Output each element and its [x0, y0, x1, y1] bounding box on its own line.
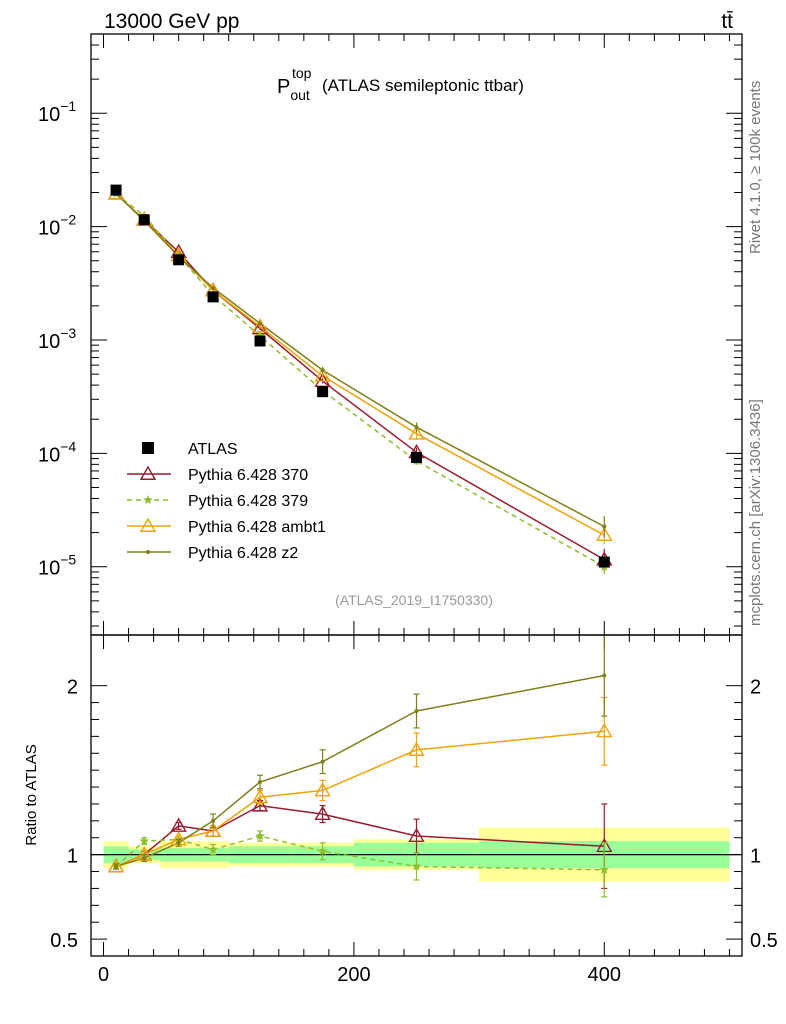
ratio-point-3-1	[142, 856, 147, 861]
legend-label-2: Pythia 6.428 ambt1	[188, 519, 326, 536]
ratio-line-series-1	[115, 835, 605, 871]
ratio-point-2-3	[204, 822, 222, 837]
main-point-2-7	[596, 526, 613, 542]
title-sup: top	[292, 65, 312, 81]
tick-labels: 0 200 400 10−1 10−2 10−3 10−4 10−5 0.5 0.5 1 1 2 2	[38, 98, 778, 986]
main-point-3-6	[414, 425, 419, 430]
x-tick-label-200: 200	[337, 964, 370, 986]
main-line-series-1	[115, 193, 605, 568]
atlas-point-4	[254, 335, 266, 347]
main-point-3-4	[258, 321, 263, 326]
main-point-2-5	[314, 367, 331, 382]
process-label: tt̄	[721, 10, 733, 33]
axes-ticks	[91, 33, 742, 956]
ratio-tick-label-r-0.5: 0.5	[750, 930, 778, 952]
atlas-point-7	[598, 556, 610, 568]
ratio-point-0-6	[408, 827, 425, 842]
ratio-point-3-4	[258, 779, 263, 784]
ratio-point-3-3	[211, 818, 216, 823]
ratio-point-2-4	[251, 788, 269, 804]
ratio-line-series-3	[115, 674, 605, 868]
main-line-series-3	[115, 193, 605, 528]
main-point-3-3	[211, 285, 216, 290]
x-tick-label-400: 400	[588, 964, 621, 986]
ratio-line-series-0	[115, 804, 605, 868]
ratio-point-0-4	[251, 797, 269, 812]
legend-label-1: Pythia 6.428 379	[188, 493, 308, 510]
ratio-tick-label-l-1: 1	[67, 846, 78, 868]
rivet-version-label: Rivet 4.1.0, ≥ 100k events	[747, 81, 764, 254]
title-rest: (ATLAS semileptonic ttbar)	[322, 76, 524, 95]
ratio-tick-label-r-2: 2	[750, 677, 761, 699]
atlas-point-6	[411, 451, 422, 463]
data-marks	[107, 184, 613, 898]
ratio-point-3-6	[414, 709, 419, 714]
atlas-point-5	[317, 386, 329, 398]
legend-marker-atlas	[142, 442, 154, 454]
atlas-point-2	[173, 254, 185, 266]
atlas-point-1	[138, 214, 150, 226]
mcplots-label: mcplots.cern.ch [arXiv:1306.3436]	[747, 399, 764, 626]
ratio-tick-label-l-2: 2	[67, 677, 78, 699]
y-tick-label-4: 10−5	[38, 552, 76, 580]
ratio-point-1-4	[255, 831, 265, 841]
y-tick-label-1: 10−2	[38, 212, 76, 240]
ratio-point-1-7	[599, 864, 609, 874]
ratio-point-2-5	[314, 782, 331, 797]
ratio-point-3-0	[114, 864, 119, 869]
ratio-point-1-6	[411, 861, 422, 871]
ratio-point-3-7	[602, 673, 607, 678]
y-tick-label-2: 10−3	[38, 325, 76, 353]
ratio-point-3-2	[176, 840, 181, 845]
main-point-3-5	[320, 368, 325, 373]
x-tick-label-0: 0	[98, 964, 109, 986]
legend-marker-0	[139, 465, 157, 480]
y-tick-label-0: 10−1	[38, 98, 76, 126]
energy-label: 13000 GeV pp	[104, 10, 239, 33]
ratio-point-1-1	[139, 836, 149, 846]
ratio-tick-label-l-0.5: 0.5	[50, 930, 78, 952]
legend: ATLAS Pythia 6.428 370 Pythia 6.428 379 Pyt…	[127, 441, 326, 562]
ratio-point-1-5	[317, 846, 328, 856]
main-point-2-6	[408, 425, 425, 440]
analysis-label: (ATLAS_2019_I1750330)	[335, 592, 493, 608]
ratio-point-3-5	[320, 759, 325, 764]
ratio-frame	[90, 634, 743, 957]
ratio-point-2-6	[408, 741, 425, 756]
plot-title: Pout top	[277, 65, 312, 103]
title-sub: out	[290, 87, 310, 103]
title-main: P	[277, 76, 290, 98]
ratio-line-series-2	[115, 730, 605, 868]
legend-label-atlas: ATLAS	[188, 441, 238, 458]
main-point-3-7	[602, 524, 607, 529]
ratio-tick-label-r-1: 1	[750, 846, 761, 868]
legend-marker-3	[146, 550, 150, 554]
atlas-point-0	[110, 184, 122, 196]
main-point-2-4	[251, 318, 269, 333]
atlas-point-3	[207, 291, 219, 303]
y-tick-label-3: 10−4	[38, 438, 76, 466]
legend-marker-1	[143, 495, 153, 504]
ratio-point-2-0	[107, 858, 125, 873]
ratio-point-0-5	[314, 805, 331, 821]
ratio-point-1-3	[208, 844, 218, 854]
legend-marker-2	[139, 517, 157, 532]
legend-label-3: Pythia 6.428 z2	[188, 545, 298, 562]
ratio-ylabel: Ratio to ATLAS	[23, 744, 40, 845]
legend-label-0: Pythia 6.428 370	[188, 467, 308, 484]
ratio-point-2-7	[596, 722, 613, 738]
